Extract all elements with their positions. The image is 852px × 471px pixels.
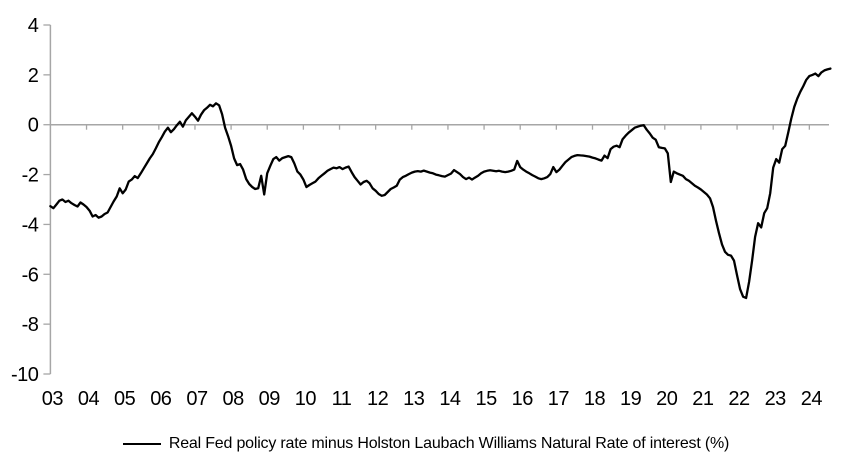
y-tick-label: 0 — [28, 115, 39, 137]
x-tick-label: 16 — [512, 388, 534, 410]
y-tick-label: 2 — [28, 65, 39, 87]
x-tick-label: 08 — [222, 388, 244, 410]
x-tick-label: 18 — [584, 388, 606, 410]
y-tick-label: -4 — [22, 214, 39, 236]
x-tick-label: 06 — [150, 388, 172, 410]
x-tick-label: 05 — [114, 388, 136, 410]
x-tick-label: 10 — [295, 388, 317, 410]
y-tick-label: -8 — [22, 314, 39, 336]
x-tick-label: 17 — [548, 388, 570, 410]
x-tick-label: 19 — [620, 388, 642, 410]
x-tick-label: 15 — [475, 388, 497, 410]
x-tick-label: 07 — [186, 388, 208, 410]
x-tick-label: 13 — [403, 388, 425, 410]
x-tick-label: 24 — [801, 388, 823, 410]
x-tick-label: 20 — [656, 388, 678, 410]
series-line — [49, 67, 832, 300]
legend: Real Fed policy rate minus Holston Lauba… — [0, 435, 852, 453]
x-tick-label: 22 — [728, 388, 750, 410]
x-tick-label: 12 — [367, 388, 389, 410]
x-tick-label: 03 — [42, 388, 64, 410]
y-tick-label: -10 — [11, 364, 39, 386]
x-tick-label: 21 — [692, 388, 714, 410]
x-tick-label: 14 — [439, 388, 461, 410]
y-tick-label: -2 — [22, 165, 39, 187]
x-tick-label: 23 — [765, 388, 787, 410]
y-tick-label: -6 — [22, 264, 39, 286]
x-tick-label: 09 — [259, 388, 281, 410]
legend-label: Real Fed policy rate minus Holston Lauba… — [168, 435, 730, 452]
x-tick-label: 04 — [78, 388, 100, 410]
y-tick-label: 4 — [28, 15, 39, 37]
x-tick-label: 11 — [332, 388, 352, 410]
legend-line-sample — [122, 443, 161, 445]
